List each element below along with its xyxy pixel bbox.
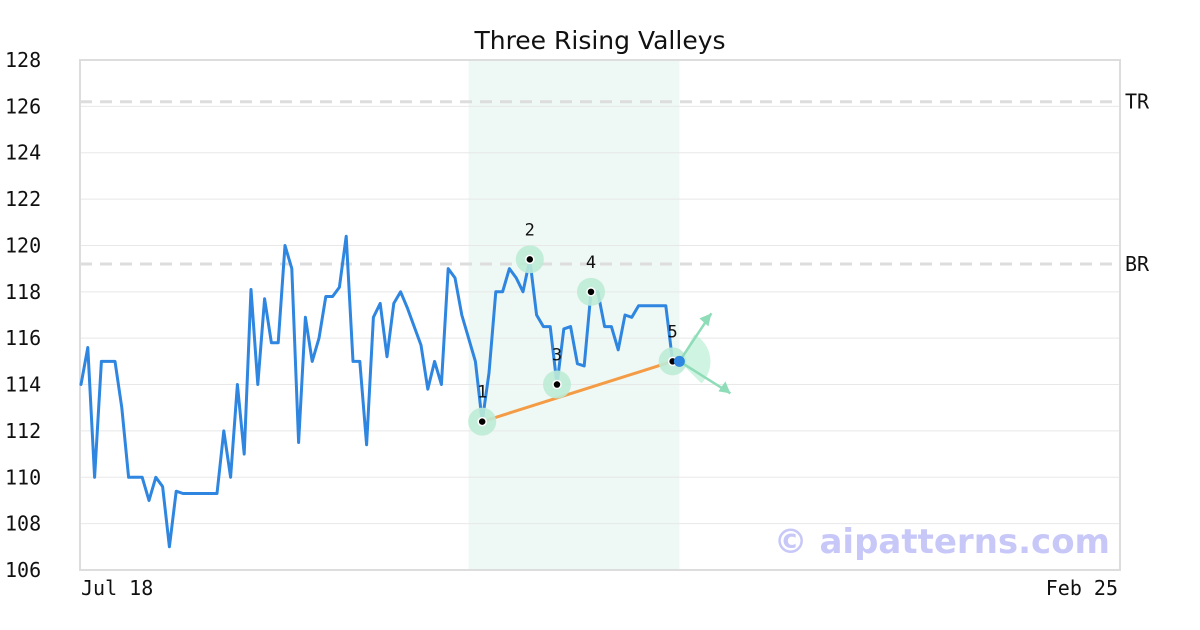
pattern-point-label: 1	[477, 383, 487, 403]
current-point-marker	[673, 355, 685, 367]
pattern-point-label: 4	[586, 253, 596, 273]
y-tick-label: 106	[5, 558, 41, 582]
pattern-point-label: 3	[552, 346, 562, 366]
pattern-point-marker	[525, 254, 535, 265]
pattern-point-marker	[552, 379, 562, 390]
y-axis-ticks: 106 108 110 112 114 116 118 120 122 124 126 128	[5, 48, 41, 582]
pattern-point-marker	[477, 416, 487, 427]
current-point-group	[673, 312, 732, 395]
y-tick-label: 110	[5, 465, 41, 489]
y-tick-label: 118	[5, 280, 41, 304]
highlight-band	[468, 60, 680, 570]
pattern-highlight-region	[468, 60, 680, 570]
x-axis-ticks: Jul 18 Feb 25	[81, 576, 1118, 600]
level-label: TR	[1125, 90, 1150, 114]
trendline-group	[481, 359, 674, 424]
y-tick-label: 122	[5, 187, 41, 211]
y-tick-label: 108	[5, 512, 41, 536]
trendline	[481, 359, 674, 424]
pattern-point-label: 5	[667, 322, 677, 342]
chart-title: Three Rising Valleys	[473, 26, 725, 55]
y-tick-label: 112	[5, 419, 41, 443]
level-label: BR	[1125, 252, 1150, 276]
y-tick-label: 128	[5, 48, 41, 72]
projection-up-arrowhead	[699, 313, 712, 327]
projection-cone	[679, 334, 711, 384]
watermark: © aipatterns.com	[774, 522, 1110, 562]
pattern-points: 1 2 3 4 5	[468, 220, 687, 436]
projection-down-arrowhead	[718, 381, 731, 394]
y-tick-label: 120	[5, 233, 41, 257]
pattern-point-marker	[586, 287, 596, 297]
pattern-point-label: 2	[525, 220, 535, 240]
y-tick-label: 116	[5, 326, 41, 350]
y-tick-label: 114	[5, 373, 41, 397]
y-tick-label: 126	[5, 94, 41, 118]
plot-frame	[79, 59, 1121, 571]
y-tick-label: 124	[5, 141, 41, 165]
x-tick-label: Feb 25	[1046, 576, 1118, 600]
level-lines: TR BR	[80, 90, 1150, 276]
price-line	[79, 234, 681, 549]
x-tick-label: Jul 18	[81, 576, 153, 600]
price-series	[79, 234, 681, 549]
